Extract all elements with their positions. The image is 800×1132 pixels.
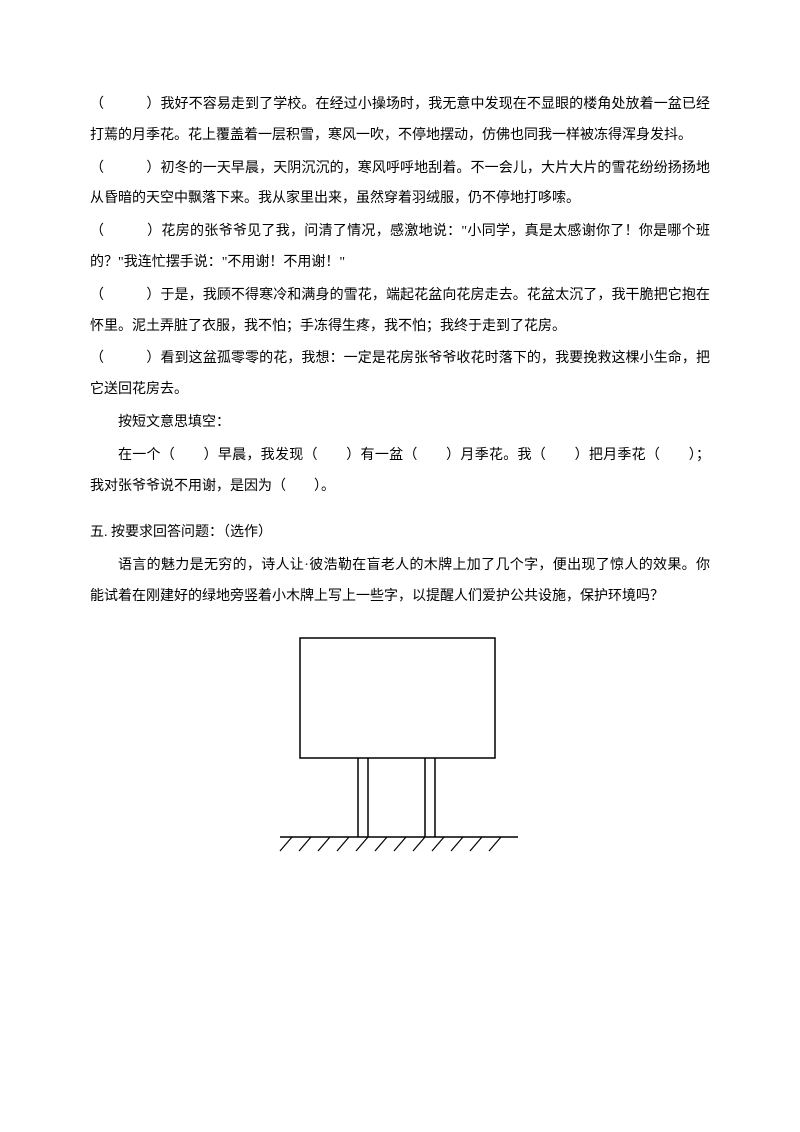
- story-paragraph-2: （ ）初冬的一天早晨，天阴沉沉的，寒风呼呼地刮着。不一会儿，大片大片的雪花纷纷扬…: [90, 154, 710, 216]
- story-paragraph-5: （ ）看到这盆孤零零的花，我想：一定是花房张爷爷收花时落下的，我要挽救这棵小生命…: [90, 344, 710, 406]
- section-5-title: 五. 按要求回答问题：（选作）: [90, 518, 710, 549]
- signboard-figure: [90, 633, 710, 873]
- signboard-svg: [260, 633, 540, 873]
- section-5-text: 语言的魅力是无穷的，诗人让·彼浩勒在盲老人的木牌上加了几个字，便出现了惊人的效果…: [90, 551, 710, 613]
- story-paragraph-3: （ ）花房的张爷爷见了我，问清了情况，感激地说："小同学，真是太感谢你了！你是哪…: [90, 217, 710, 279]
- fill-blank-text: 在一个（ ）早晨，我发现（ ）有一盆（ ）月季花。我（ ）把月季花（ ）；我对张…: [90, 441, 710, 503]
- fill-blank-intro: 按短文意思填空：: [90, 408, 710, 439]
- story-paragraph-4: （ ）于是，我顾不得寒冷和满身的雪花，端起花盆向花房走去。花盆太沉了，我干脆把它…: [90, 281, 710, 343]
- story-paragraph-1: （ ）我好不容易走到了学校。在经过小操场时，我无意中发现在不显眼的楼角处放着一盆…: [90, 90, 710, 152]
